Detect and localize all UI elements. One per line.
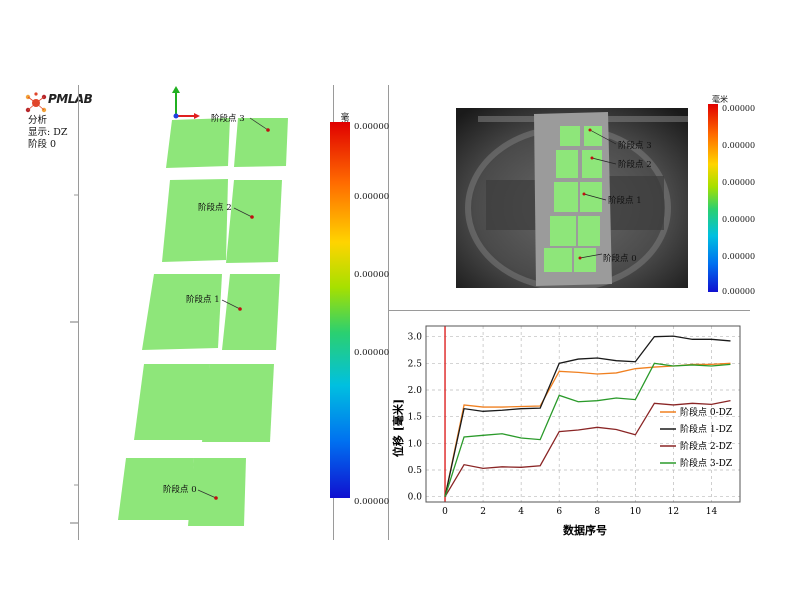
patch: [118, 458, 194, 520]
x-tick-label: 6: [556, 507, 562, 517]
stage-point-label-1: 阶段点 1: [186, 295, 220, 305]
stage-point-label-0: 阶段点 0: [163, 485, 197, 495]
patch: [222, 274, 280, 350]
colorbar-main: [330, 122, 350, 498]
info-mode: 分析: [28, 115, 48, 126]
deformation-view[interactable]: [110, 84, 330, 534]
x-tick-label: 4: [518, 507, 524, 517]
camera-point-label-0: 阶段点 0: [603, 254, 637, 264]
colorbar-main-tick: 0.00000: [354, 122, 390, 132]
y-tick-label: 1.0: [408, 439, 423, 449]
left-ruler: [78, 85, 79, 540]
series-line-3: [444, 362, 731, 497]
colorbar-small-tick: 0.00000: [722, 215, 756, 224]
info-display: 显示: DZ: [28, 127, 68, 138]
x-tick-label: 12: [668, 507, 679, 517]
patch: [188, 458, 246, 526]
legend-entry: 阶段点 1-DZ: [680, 423, 732, 435]
x-tick-label: 8: [594, 507, 600, 517]
logo-text: PMLAB: [48, 92, 93, 106]
colorbar-small-tick: 0.00000: [722, 104, 756, 113]
legend-entry: 阶段点 2-DZ: [680, 440, 732, 452]
patch: [226, 180, 282, 263]
colorbar-main-tick: 0.00000: [354, 270, 390, 280]
legend-entry: 阶段点 3-DZ: [680, 457, 732, 469]
info-stage: 阶段 0: [28, 139, 57, 150]
chart-axes: 0.0 0.5 1.0 1.5 2.0 2.5 3.0 0 2 4 6 8 10 12 14: [408, 325, 741, 517]
y-tick-label: 1.5: [408, 413, 423, 423]
camera-patches: [544, 126, 602, 272]
camera-point-label-2: 阶段点 2: [618, 160, 652, 170]
x-tick-label: 2: [480, 507, 486, 517]
chart-x-label: 数据序号: [563, 523, 607, 537]
stage-point-0[interactable]: [197, 489, 218, 500]
displacement-chart[interactable]: 0.0 0.5 1.0 1.5 2.0 2.5 3.0 0 2 4 6 8 10 12 14 阶段点 0-D…: [390, 316, 750, 540]
patch: [202, 364, 274, 442]
camera-point-label-3: 阶段点 3: [618, 141, 652, 151]
colorbar-small-unit: 毫米: [712, 95, 728, 104]
colorbar-main-unit: 毫米: [339, 112, 349, 129]
logo: PMLAB: [24, 92, 114, 114]
colorbar-small-tick: 0.00000: [722, 141, 756, 150]
patch: [134, 364, 210, 440]
colorbar-small-tick: 0.00000: [722, 178, 756, 187]
y-tick-label: 2.0: [408, 386, 423, 396]
stage-point-2[interactable]: [233, 207, 254, 219]
chart-frame: [425, 325, 741, 503]
patch: [234, 118, 288, 167]
colorbar-small-tick: 0.00000: [722, 252, 756, 261]
y-tick-label: 3.0: [408, 333, 423, 343]
colorbar-main-tick: 0.00000: [354, 348, 390, 358]
patch: [166, 118, 230, 168]
y-tick-label: 0.0: [408, 493, 423, 503]
series-line-1: [444, 335, 731, 497]
series-line-2: [444, 400, 731, 497]
stage-point-3[interactable]: [249, 117, 270, 132]
stage-point-1[interactable]: [221, 299, 242, 311]
legend-entry: 阶段点 0-DZ: [680, 406, 732, 418]
colorbar-main-tick: 0.00000: [354, 497, 390, 507]
info-panel: 分析 显示: DZ 阶段 0: [28, 115, 67, 151]
panel-divider-horizontal: [388, 310, 750, 311]
axes-icon: [172, 86, 200, 119]
colorbar-small-tick: 0.00000: [722, 287, 756, 296]
chart-y-label: 位移 [毫米]: [391, 399, 405, 457]
molecule-logo-icon: [25, 92, 47, 113]
x-tick-label: 14: [706, 507, 718, 517]
colorbar-small: [708, 104, 718, 292]
camera-point-label-1: 阶段点 1: [608, 196, 642, 206]
stage-point-label-3: 阶段点 3: [211, 114, 245, 124]
y-tick-label: 2.5: [408, 359, 423, 369]
patch: [162, 179, 228, 262]
chart-series: [444, 326, 731, 502]
panel-divider-right: [388, 85, 389, 540]
chart-legend: 阶段点 0-DZ 阶段点 1-DZ 阶段点 2-DZ 阶段点 3-DZ: [660, 406, 732, 469]
x-tick-label: 0: [442, 507, 448, 517]
left-ruler-ticks: [70, 194, 78, 524]
colorbar-main-tick: 0.00000: [354, 192, 390, 202]
camera-image[interactable]: [456, 108, 688, 288]
y-tick-label: 0.5: [408, 466, 423, 476]
stage-point-label-2: 阶段点 2: [198, 203, 232, 213]
patch: [142, 274, 222, 350]
x-tick-label: 10: [630, 507, 642, 517]
